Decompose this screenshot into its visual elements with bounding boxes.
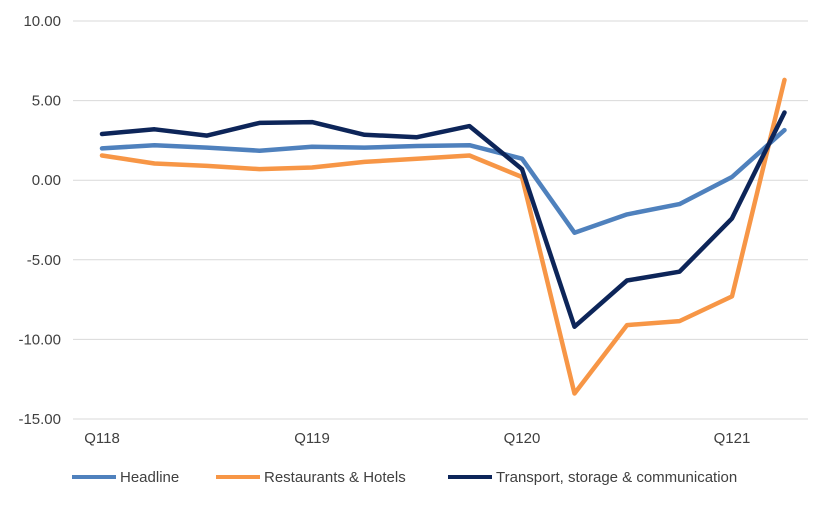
legend-swatch-headline (72, 475, 116, 479)
legend-label-restaurants-hotels: Restaurants & Hotels (264, 468, 406, 486)
x-tick-label: Q120 (504, 430, 541, 447)
y-tick-label: -5.00 (27, 252, 61, 269)
legend: Headline Restaurants & Hotels Transport,… (0, 462, 831, 492)
legend-swatch-transport (448, 475, 492, 479)
legend-swatch-restaurants-hotels (216, 475, 260, 479)
series-line-restaurants-hotels (99, 77, 787, 396)
y-tick-label: 10.00 (23, 13, 61, 30)
y-axis-ticks: 10.00 5.00 0.00 -5.00 -10.00 -15.00 (18, 13, 61, 428)
legend-item-transport: Transport, storage & communication (448, 462, 737, 492)
gridlines (73, 20, 808, 420)
y-tick-label: 0.00 (32, 172, 61, 189)
series-line-headline (99, 127, 787, 235)
x-tick-label: Q118 (84, 430, 120, 447)
line-chart: 10.005.000.00-5.00-10.00-15.00 Q118 Q119 Q… (18, 13, 808, 447)
x-tick-label: Q121 (714, 430, 751, 447)
series-lines (99, 77, 787, 396)
legend-label-transport: Transport, storage & communication (496, 468, 738, 486)
legend-label-headline: Headline (120, 468, 180, 486)
legend-item-restaurants-hotels: Restaurants & Hotels (216, 462, 406, 492)
legend-item-headline: Headline (72, 462, 179, 492)
x-axis-ticks: Q118 Q119 Q120 Q121 (84, 430, 750, 447)
x-tick-label: Q119 (294, 430, 330, 447)
series-line-transport-storage-communication (99, 110, 787, 329)
y-tick-label: -10.00 (18, 331, 61, 348)
y-tick-label: 5.00 (32, 93, 61, 110)
y-tick-label: -15.00 (18, 411, 61, 428)
